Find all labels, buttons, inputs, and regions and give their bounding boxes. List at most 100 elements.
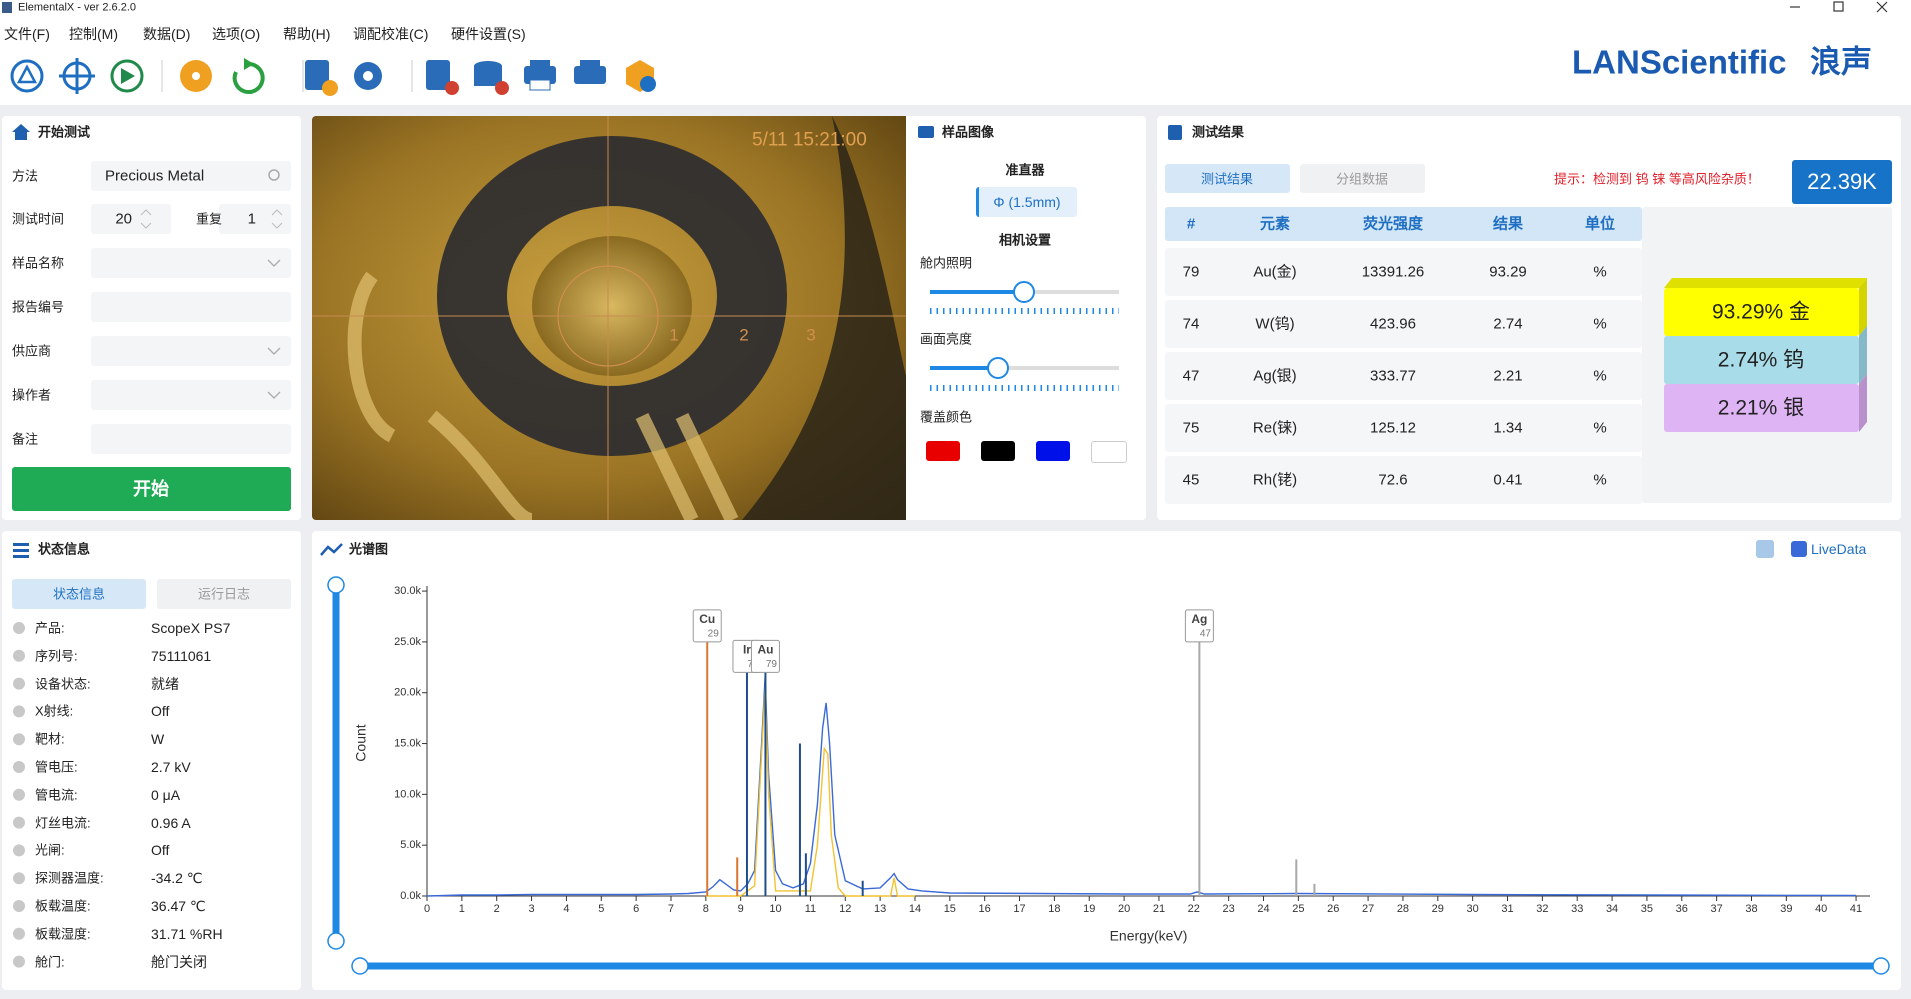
- bar-label: 2.74% 钨: [1717, 348, 1805, 372]
- method-value: Precious Metal: [105, 167, 205, 185]
- tab[interactable]: [157, 579, 291, 609]
- menu-item[interactable]: 控制(M): [69, 26, 118, 42]
- color-swatch[interactable]: [981, 441, 1015, 461]
- table-cell: Rh(铑): [1252, 471, 1298, 489]
- table-cell: 2.74: [1493, 315, 1523, 333]
- table-row: [1165, 404, 1642, 452]
- status-value: 36.47 ℃: [151, 898, 206, 914]
- status-label: 探测器温度:: [35, 870, 104, 886]
- field-label: 报告编号: [12, 299, 65, 315]
- table-cell: Re(铼): [1252, 419, 1298, 437]
- time-input[interactable]: [91, 204, 171, 234]
- warning-hint: 提示：检测到 钨 铼 等高风险杂质！: [1554, 171, 1760, 187]
- tab[interactable]: [1300, 164, 1425, 193]
- count-box: [1792, 160, 1892, 204]
- status-label: 管电压:: [35, 759, 78, 775]
- bar-label: 93.29% 金: [1711, 300, 1811, 324]
- setting-label: 画面亮度: [920, 331, 973, 347]
- panel-title: 测试结果: [1192, 124, 1245, 140]
- color-swatch[interactable]: [1036, 441, 1070, 461]
- table-cell: Ag(银): [1253, 367, 1297, 385]
- status-label: 板载温度:: [35, 898, 91, 914]
- table-cell: W(钨): [1255, 315, 1295, 333]
- status-label: 灯丝电流:: [35, 815, 91, 831]
- stack-bar: [1664, 384, 1859, 432]
- tab-label[interactable]: 状态信息: [52, 586, 106, 602]
- menu-item[interactable]: 文件(F): [4, 26, 50, 42]
- app-icon: [2, 2, 12, 13]
- menu-item[interactable]: 选项(O): [212, 26, 261, 42]
- status-value: 0.96 A: [151, 814, 191, 831]
- field-input[interactable]: [91, 380, 291, 410]
- status-value: -34.2 ℃: [151, 870, 203, 887]
- field-label: 方法: [12, 168, 39, 184]
- menu-item[interactable]: 帮助(H): [283, 26, 331, 42]
- tab[interactable]: [12, 579, 146, 609]
- camera-view: [312, 116, 906, 520]
- sample-image: [312, 116, 906, 520]
- status-value: 就绪: [151, 675, 179, 692]
- collimator-value[interactable]: Φ (1.5mm): [993, 194, 1061, 210]
- live-checkbox[interactable]: [1756, 540, 1774, 558]
- field-label: 重复: [196, 211, 223, 227]
- table-cell: 1.34: [1493, 419, 1523, 437]
- section-title: 准直器: [1005, 162, 1045, 178]
- status-label: 设备状态:: [35, 676, 91, 692]
- method-input[interactable]: [91, 161, 291, 191]
- field-input[interactable]: [91, 336, 291, 366]
- menu-item[interactable]: 数据(D): [143, 26, 191, 42]
- table-cell: 74: [1182, 315, 1200, 333]
- stack-bar: [1664, 336, 1859, 384]
- panel-title: 开始测试: [38, 124, 91, 140]
- status-label: 管电流:: [35, 787, 78, 803]
- status-label: 序列号:: [35, 648, 78, 664]
- field-label: 备注: [12, 431, 39, 447]
- timestamp: 5/11 15:21:00: [752, 129, 867, 151]
- tab-label[interactable]: 运行日志: [197, 586, 251, 602]
- status-value: 0 μA: [151, 786, 181, 803]
- color-swatch[interactable]: [926, 441, 960, 461]
- bar-label: 2.21% 银: [1717, 396, 1805, 420]
- field-input[interactable]: [91, 292, 291, 322]
- tab-label[interactable]: 分组数据: [1335, 171, 1389, 187]
- field-input[interactable]: [91, 424, 291, 454]
- legend-swatch: [1791, 541, 1807, 557]
- field-label: 样品名称: [12, 255, 65, 271]
- table-row: [1165, 352, 1642, 400]
- status-label: 光闸:: [35, 842, 65, 858]
- toolbar[interactable]: [10, 58, 656, 96]
- status-label: 靶材:: [35, 731, 65, 747]
- field-input[interactable]: [91, 248, 291, 278]
- status-value: Off: [151, 842, 170, 859]
- table-cell: Au(金): [1253, 263, 1297, 281]
- window-title: ElementalX - ver 2.6.2.0: [18, 1, 137, 14]
- start-button-label[interactable]: 开始: [133, 479, 169, 499]
- column-header: 荧光强度: [1362, 215, 1424, 233]
- color-swatch[interactable]: [1091, 441, 1127, 463]
- collimator-button[interactable]: [976, 187, 1077, 217]
- status-value: 2.7 kV: [151, 759, 191, 775]
- column-header: 元素: [1259, 215, 1291, 233]
- tab-label[interactable]: 测试结果: [1200, 171, 1254, 187]
- status-label: 产品:: [35, 620, 65, 636]
- scale-label: 3: [806, 325, 816, 345]
- section-title: 相机设置: [998, 232, 1052, 248]
- status-value: 舱门关闭: [151, 953, 207, 970]
- stack-bar: [1664, 288, 1859, 336]
- column-header: 单位: [1584, 215, 1616, 233]
- tab[interactable]: [1165, 164, 1290, 193]
- table-row: [1165, 248, 1642, 296]
- menu-item[interactable]: 调配校准(C): [353, 26, 429, 42]
- panel-title: 样品图像: [942, 124, 995, 140]
- start-button[interactable]: [12, 467, 291, 511]
- table-cell: 79: [1182, 263, 1200, 281]
- table-cell: 93.29: [1489, 263, 1527, 281]
- field-label: 供应商: [12, 343, 52, 359]
- window-controls[interactable]: [1790, 1, 1888, 13]
- legend-label[interactable]: LiveData: [1811, 541, 1867, 557]
- brand-cn: 浪声: [1810, 44, 1872, 80]
- table-cell: 0.41: [1493, 471, 1523, 489]
- menu-item[interactable]: 硬件设置(S): [451, 26, 526, 42]
- table-cell: 72.6: [1378, 471, 1408, 489]
